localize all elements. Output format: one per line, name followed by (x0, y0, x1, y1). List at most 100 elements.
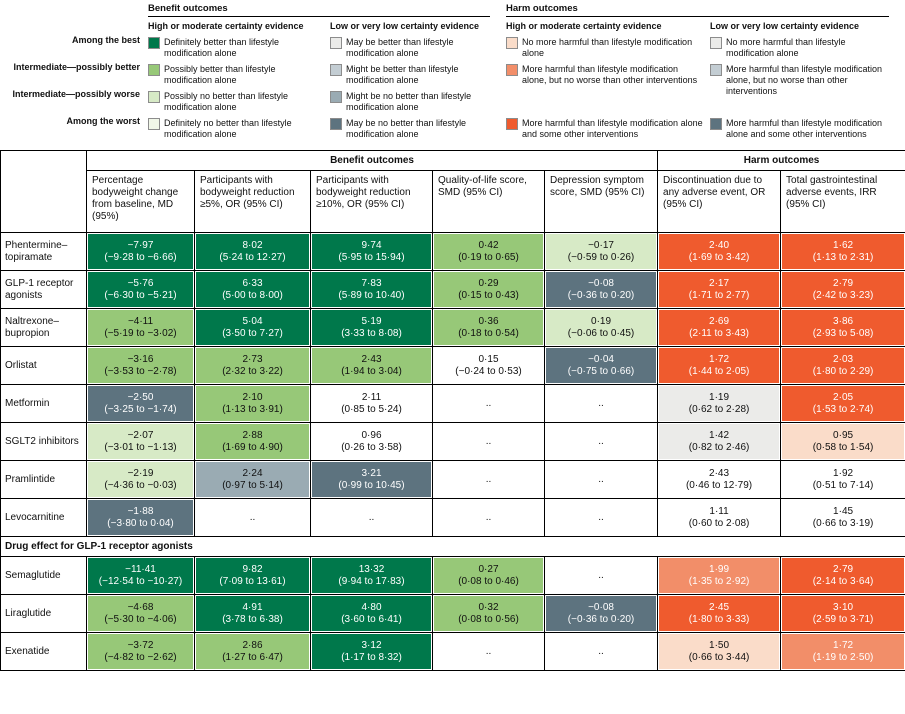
cell-value: 2·86 (242, 639, 263, 651)
cell-value: 0·15 (478, 353, 499, 365)
cell-confidence-interval: (1·80 to 3·33) (688, 613, 750, 625)
cell-confidence-interval: (1·69 to 3·42) (688, 251, 750, 263)
legend-row-label: Intermediate—possibly worse (12, 89, 140, 99)
result-cell: −4·11 (−5·19 to −3·02) (86, 308, 195, 347)
drug-name: Levocarnitine (0, 498, 87, 537)
legend-item: Possibly better than lifestyle modificat… (148, 64, 324, 91)
table-row: GLP-1 receptor agonists −5·76 (−6·30 to −5… (0, 270, 905, 309)
result-cell: −0·04 (−0·75 to 0·66) (543, 346, 659, 385)
result-cell: 3·10 (2·59 to 3·71) (780, 594, 905, 633)
cell-value: .. (485, 511, 492, 523)
group-header-harm: Harm outcomes (657, 150, 905, 171)
cell-confidence-interval: (0·97 to 5·14) (222, 479, 283, 491)
legend-color-swatch (506, 118, 518, 130)
legend-item-label: Might be no better than lifestyle modifi… (346, 91, 472, 112)
legend-harm-high-title: High or moderate certainty evidence (506, 21, 662, 31)
col-header-discontinuation: Discontinuation due to any adverse event… (657, 170, 782, 233)
legend-benefit-section: Benefit outcomes High or moderate certai… (148, 3, 504, 145)
result-cell: 0·95 (0·58 to 1·54) (780, 422, 905, 461)
legend-item: May be better than lifestyle modificatio… (330, 37, 498, 64)
cell-value: 1·99 (709, 563, 730, 575)
cell-value: 9·82 (242, 563, 263, 575)
legend-item-label: No more harmful than lifestyle modificat… (726, 37, 846, 58)
cell-value: −0·04 (588, 353, 614, 365)
legend-harm-low-title: Low or very low certainty evidence (710, 21, 860, 31)
table-row: Liraglutide −4·68 (−5·30 to −4·06) 4·91 (3·7… (0, 594, 905, 633)
legend-color-swatch (710, 37, 722, 49)
cell-value: 1·19 (709, 391, 730, 403)
result-cell: 2·03 (1·80 to 2·29) (780, 346, 905, 385)
cell-confidence-interval: (1·44 to 2·05) (688, 365, 750, 377)
cell-confidence-interval: (0·85 to 5·24) (341, 403, 402, 415)
cell-value: .. (598, 511, 604, 523)
cell-confidence-interval: (1·94 to 3·04) (341, 365, 402, 377)
cell-value: −5·76 (127, 277, 154, 289)
cell-confidence-interval: (−0·36 to 0·20) (567, 289, 635, 301)
cell-value: 0·19 (591, 315, 612, 327)
legend-color-swatch (148, 37, 160, 49)
cell-value: 2·79 (833, 563, 854, 575)
result-cell: 2·10 (1·13 to 3·91) (194, 384, 311, 423)
cell-confidence-interval: (−12·54 to −10·27) (98, 575, 183, 587)
cell-confidence-interval: (1·19 to 2·50) (812, 651, 874, 663)
cell-confidence-interval: (0·60 to 2·08) (688, 517, 750, 529)
cell-confidence-interval: (−5·30 to −4·06) (104, 613, 177, 625)
legend-item-label: Might be better than lifestyle modificat… (346, 64, 459, 85)
cell-value: 2·43 (361, 353, 382, 365)
cell-confidence-interval: (0·99 to 10·45) (338, 479, 405, 491)
cell-confidence-interval: (2·11 to 3·43) (689, 327, 749, 339)
legend-item-label: More harmful than lifestyle modification… (522, 118, 703, 139)
cell-value: 2·11 (361, 391, 382, 403)
legend-item-label: Possibly better than lifestyle modificat… (164, 64, 276, 85)
cell-value: 5·04 (242, 315, 263, 327)
cell-confidence-interval: (3·78 to 6·38) (222, 613, 283, 625)
table-row: Exenatide −3·72 (−4·82 to −2·62) 2·86 (1·27 … (0, 632, 905, 671)
legend-row-label: Among the best (71, 35, 140, 45)
legend-item: Might be better than lifestyle modificat… (330, 64, 498, 91)
cell-confidence-interval: (1·17 to 8·32) (341, 651, 402, 663)
cell-value: −3·72 (127, 639, 154, 651)
table-row: SGLT2 inhibitors −2·07 (−3·01 to −1·13) 2·8… (0, 422, 905, 461)
drug-name: Phentermine–topiramate (0, 232, 87, 271)
cell-confidence-interval: (1·13 to 3·91) (222, 403, 283, 415)
cell-value: .. (598, 645, 604, 657)
result-cell: 1·92 (0·51 to 7·14) (780, 460, 905, 499)
legend-item-label: No more harmful than lifestyle modificat… (522, 37, 693, 58)
cell-confidence-interval: (1·69 to 4·90) (222, 441, 283, 453)
col-header-qol: Quality-of-life score, SMD (95% CI) (432, 170, 545, 233)
cell-value: −2·19 (127, 467, 154, 479)
cell-value: 13·32 (358, 563, 385, 575)
result-cell: 2·86 (1·27 to 6·47) (194, 632, 311, 671)
result-cell: 6·33 (5·00 to 8·00) (194, 270, 311, 309)
cell-value: 2·03 (833, 353, 854, 365)
result-cell: 2·43 (1·94 to 3·04) (310, 346, 433, 385)
cell-value: −0·08 (588, 277, 614, 289)
legend-row-label: Among the worst (66, 116, 141, 126)
result-cell: 4·80 (3·60 to 6·41) (310, 594, 433, 633)
cell-value: 2·79 (833, 277, 854, 289)
legend-item: More harmful than lifestyle modification… (710, 118, 896, 145)
cell-value: 2·43 (709, 467, 730, 479)
cell-confidence-interval: (0·82 to 2·46) (688, 441, 750, 453)
result-cell: 2·88 (1·69 to 4·90) (194, 422, 311, 461)
cell-confidence-interval: (0·26 to 3·58) (341, 441, 402, 453)
table-row: Naltrexone–bupropion −4·11 (−5·19 to −3·02… (0, 308, 905, 347)
cell-value: 5·19 (361, 315, 382, 327)
result-cell: 0·19 (−0·06 to 0·45) (543, 308, 659, 347)
cell-confidence-interval: (−4·36 to −0·03) (104, 479, 177, 491)
legend-color-swatch (330, 64, 342, 76)
drug-name: Semaglutide (0, 556, 87, 595)
cell-value: 1·45 (833, 505, 854, 517)
cell-value: 2·88 (242, 429, 263, 441)
cell-value: .. (598, 397, 604, 409)
result-cell: 0·36 (0·18 to 0·54) (432, 308, 545, 347)
cell-value: 3·12 (361, 639, 382, 651)
cell-value: 1·11 (709, 505, 729, 517)
cell-confidence-interval: (5·00 to 8·00) (222, 289, 283, 301)
result-cell: .. (432, 632, 545, 671)
cell-value: 2·73 (242, 353, 263, 365)
cell-confidence-interval: (−0·06 to 0·45) (567, 327, 635, 339)
result-cell: 0·15 (−0·24 to 0·53) (432, 346, 545, 385)
legend-color-swatch (148, 64, 160, 76)
legend-item-label: More harmful than lifestyle modification… (726, 64, 883, 96)
